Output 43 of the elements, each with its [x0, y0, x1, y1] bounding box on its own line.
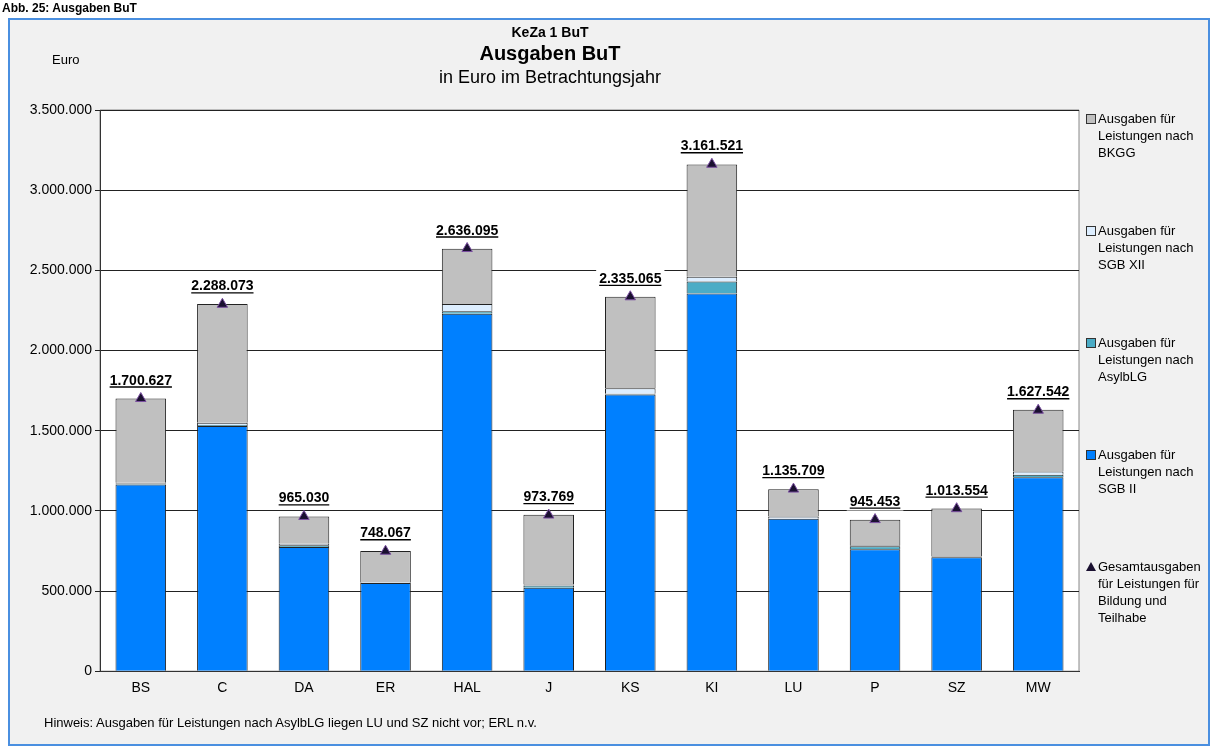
data-label: 973.769: [523, 488, 575, 505]
data-label: 2.288.073: [191, 277, 254, 294]
y-tick-label: 1.000.000: [29, 501, 93, 518]
data-label: 2.636.095: [435, 221, 499, 238]
legend-label: Ausgaben für Leistungen nach SGB II: [1098, 447, 1194, 496]
x-tick-label: MW: [1025, 679, 1052, 696]
text: KeZa 1 BuT: [510, 24, 590, 40]
data-label: 1.135.709: [762, 462, 825, 479]
x-tick-label: LU: [784, 679, 803, 696]
data-label: 1.700.627: [109, 371, 173, 388]
x-tick-label: KI: [705, 679, 719, 696]
legend-label: Ausgaben für Leistungen nach BKGG: [1098, 111, 1194, 160]
x-tick-label: J: [545, 679, 553, 696]
legend-label: Gesamtausgaben für Leistungen für Bildung und Teilhabe: [1098, 559, 1201, 625]
x-tick-label: BS: [131, 679, 151, 696]
data-label: 945.453: [849, 492, 901, 509]
data-label: 3.161.521: [680, 137, 744, 154]
y-tick-label: 500.000: [41, 581, 93, 598]
legend-label: Ausgaben für Leistungen nach SGB XII: [1098, 223, 1194, 272]
x-tick-label: P: [870, 679, 880, 696]
x-tick-label: C: [217, 679, 228, 696]
data-label: 1.627.542: [1007, 383, 1070, 400]
y-tick-label: 3.500.000: [29, 100, 93, 117]
data-label: 965.030: [278, 489, 330, 506]
text: Hinweis: Ausgaben für Leistungen nach AsylbLG liegen LU und SZ nicht vor; ERL n.v.: [44, 715, 537, 730]
x-tick-label: DA: [294, 679, 315, 696]
x-tick-label: SZ: [947, 679, 967, 696]
caption: Abb. 25: Ausgaben BuT: [2, 1, 137, 15]
x-tick-label: KS: [620, 679, 640, 696]
y-tick-label: 1.500.000: [29, 421, 93, 438]
x-tick-label: ER: [375, 679, 396, 696]
x-tick-label: HAL: [453, 679, 481, 696]
chart-title: Ausgaben BuT: [479, 42, 621, 64]
y-tick-label: 0: [84, 662, 93, 679]
data-label: 2.335.065: [599, 269, 662, 286]
y-tick-label: 3.000.000: [29, 181, 93, 198]
chart-subtitle: in Euro im Betrachtungsjahr: [437, 67, 663, 88]
data-label: 748.067: [360, 524, 412, 541]
legend-label: Ausgaben für Leistungen nach AsylbLG: [1098, 335, 1194, 384]
data-label: 1.013.554: [925, 481, 988, 498]
y-tick-label: 2.000.000: [29, 341, 93, 358]
y-tick-label: 2.500.000: [29, 261, 93, 278]
y-axis-title: Euro: [52, 52, 80, 67]
